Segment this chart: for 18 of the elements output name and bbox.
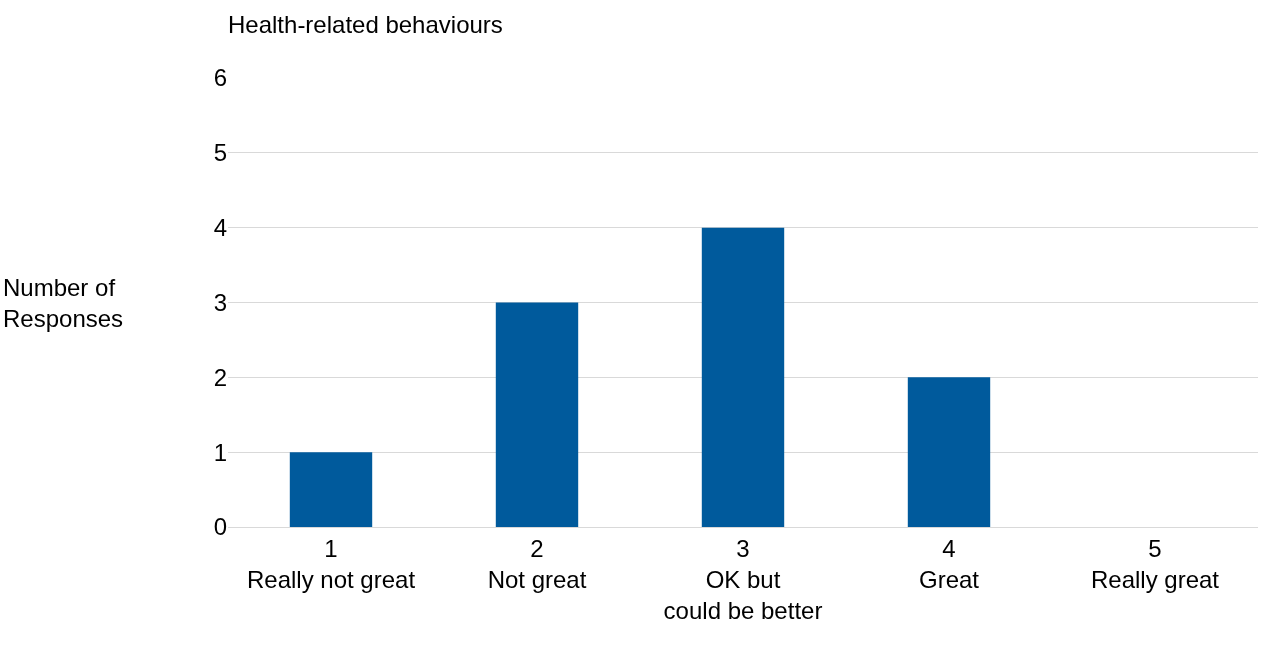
y-axis-title: Number of Responses	[3, 274, 124, 333]
chart-title: Health-related behaviours	[228, 11, 503, 39]
x-tick-label: 5 Really great	[1090, 534, 1220, 593]
bar	[495, 302, 579, 527]
x-tick-label: 4 Great	[918, 534, 980, 593]
x-tick-label: 1 Really not great	[246, 534, 416, 593]
y-tick-label: 3	[213, 288, 227, 316]
bar	[907, 377, 991, 527]
bar	[701, 227, 785, 527]
x-tick-label: 2 Not great	[487, 534, 587, 593]
y-tick-label: 2	[213, 363, 227, 391]
y-tick-label: 4	[213, 214, 227, 242]
bar	[289, 452, 373, 527]
y-tick-label: 5	[213, 139, 227, 167]
y-tick-label: 6	[213, 64, 227, 92]
x-tick-label: 3 OK but could be better	[663, 534, 823, 625]
y-tick-label: 1	[213, 438, 227, 466]
y-tick-label: 0	[213, 513, 227, 541]
